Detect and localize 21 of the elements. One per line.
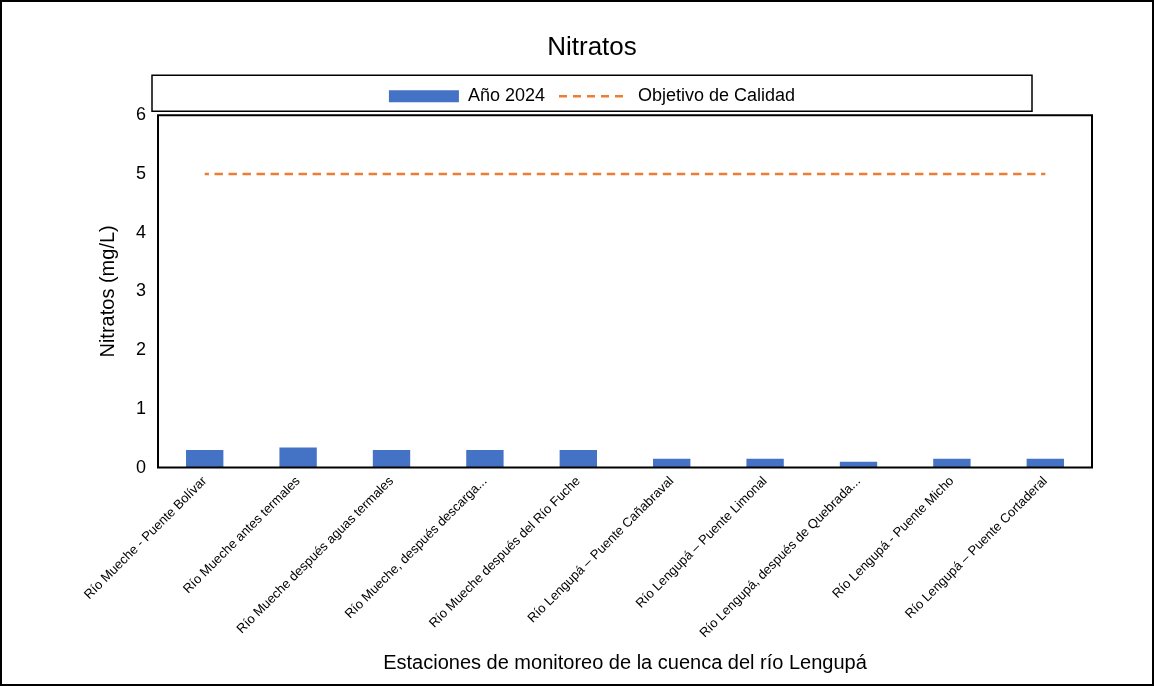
y-tick-label: 5 xyxy=(136,162,147,183)
bar xyxy=(933,458,971,468)
y-tick-label: 2 xyxy=(136,339,147,360)
bar xyxy=(186,449,224,468)
y-tick-label: 3 xyxy=(136,280,147,301)
y-tick-label: 0 xyxy=(136,456,147,477)
y-axis-title: Nitratos (mg/L) xyxy=(95,225,118,358)
legend-label: Año 2024 xyxy=(467,85,545,106)
x-axis-title: Estaciones de monitoreo de la cuenca del río Lengupá xyxy=(383,650,868,673)
legend-label: Objetivo de Calidad xyxy=(637,85,796,106)
y-tick-label: 6 xyxy=(136,104,147,125)
bar xyxy=(372,449,411,468)
bar xyxy=(466,449,504,468)
bar xyxy=(653,458,691,468)
bar xyxy=(279,447,317,468)
y-tick-label: 1 xyxy=(136,397,147,418)
bar xyxy=(559,449,597,468)
bar xyxy=(746,458,784,468)
y-tick-label: 4 xyxy=(136,221,147,242)
chart-title: Nitratos xyxy=(547,30,637,61)
bar xyxy=(1026,458,1064,468)
